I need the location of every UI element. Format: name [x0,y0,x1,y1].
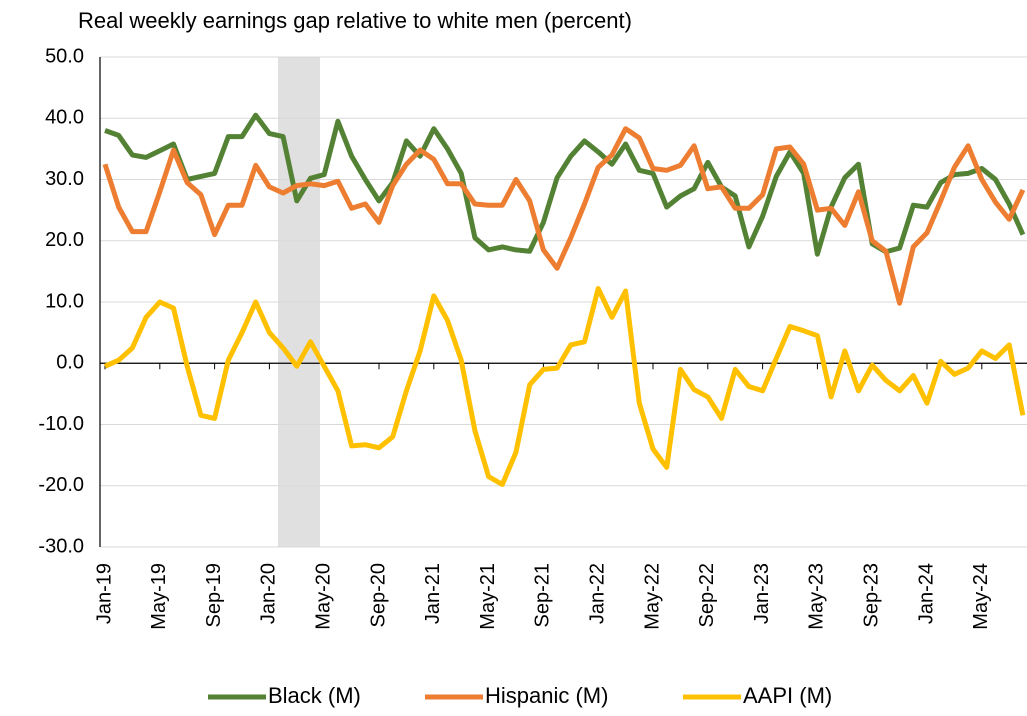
y-tick-label: 30.0 [45,168,84,190]
x-tick-label: Sep-22 [696,563,718,628]
x-tick-label: May-21 [477,563,499,630]
y-tick-label: -30.0 [38,535,84,557]
y-tick-label: 50.0 [45,45,84,67]
x-tick-label: Jan-22 [586,563,608,624]
y-tick-label: -10.0 [38,413,84,435]
x-tick-label: Jan-19 [93,563,115,624]
x-tick-label: Sep-20 [367,563,389,628]
x-tick-label: Jan-24 [915,563,937,624]
legend-label: AAPI (M) [743,683,832,708]
y-tick-label: 10.0 [45,290,84,312]
series-line [103,286,1026,487]
x-tick-label: Jan-21 [422,563,444,624]
x-tick-label: May-23 [806,563,828,630]
x-tick-label: May-19 [148,563,170,630]
x-tick-label: Jan-23 [751,563,773,624]
x-tick-label: May-22 [641,563,663,630]
chart-title: Real weekly earnings gap relative to whi… [78,8,632,33]
legend-label: Black (M) [268,683,361,708]
y-tick-label: 40.0 [45,107,84,129]
x-tick-label: May-20 [312,563,334,630]
y-tick-label: 20.0 [45,229,84,251]
x-tick-label: Jan-20 [258,563,280,624]
y-tick-label: -20.0 [38,474,84,496]
series-line [102,126,1026,306]
series-line [104,112,1026,257]
x-tick-label: Sep-19 [203,563,225,628]
x-tick-label: May-24 [970,563,992,630]
y-tick-label: 0.0 [56,352,84,374]
x-tick-label: Sep-21 [532,563,554,628]
x-tick-label: Sep-23 [860,563,882,628]
legend-label: Hispanic (M) [485,683,608,708]
